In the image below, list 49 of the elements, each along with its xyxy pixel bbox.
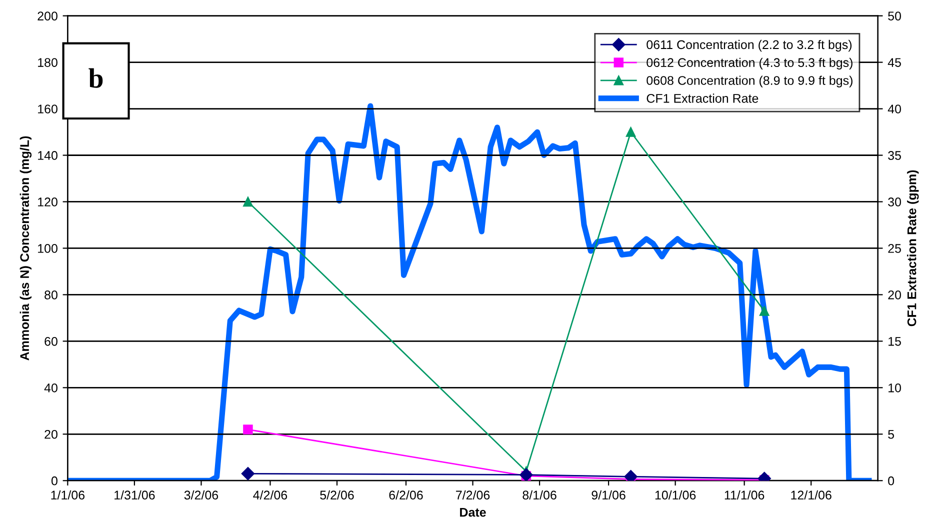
y-tick-label: 40 <box>44 383 58 392</box>
x-tick-label: 3/2/06 <box>184 490 218 500</box>
y2-tick-label: 35 <box>888 151 901 160</box>
y2-tick-label: 0 <box>888 476 894 486</box>
y-tick-label: 100 <box>38 244 58 253</box>
y-axis-title: Ammonia (as N) Concentration (mg/L) <box>20 136 32 360</box>
y2-tick-label: 25 <box>888 244 901 253</box>
y2-tick-label: 30 <box>888 198 902 206</box>
point <box>241 467 255 480</box>
x-tick-label: 8/1/06 <box>522 490 556 500</box>
y-tick-label: 0 <box>51 476 58 486</box>
y-tick-label: 160 <box>38 104 58 114</box>
y-tick-label: 120 <box>38 198 58 206</box>
y2-tick-label: 15 <box>888 337 901 346</box>
x-tick-label: 10/1/06 <box>655 490 696 500</box>
x-tick-label: 12/1/06 <box>791 490 832 500</box>
y2-tick-label: 50 <box>888 12 902 20</box>
y2-tick-label: 5 <box>888 430 894 439</box>
y2-tick-label: 20 <box>888 290 902 300</box>
x-tick-label: 9/1/06 <box>592 490 626 500</box>
point <box>520 468 533 481</box>
x-axis-title: Date <box>460 508 486 517</box>
y-tick-label: 80 <box>44 290 58 300</box>
point <box>624 470 638 481</box>
y2-axis-title: CF1 Extraction Rate (gpm) <box>907 170 919 326</box>
point <box>243 424 253 434</box>
point <box>759 306 770 316</box>
y2-tick-label: 40 <box>888 104 902 114</box>
y-tick-label: 200 <box>38 12 58 20</box>
legend-label: 0611 Concentration (2.2 to 3.2 ft bgs) <box>646 40 852 52</box>
y-tick-label: 180 <box>38 58 58 67</box>
x-tick-label: 4/2/06 <box>253 490 288 500</box>
legend-label: 0608 Concentration (8.9 to 9.9 ft bgs) <box>646 76 852 88</box>
y-tick-label: 20 <box>44 430 58 439</box>
legend-label: 0612 Concentration (4.3 to 5.3 ft bgs) <box>646 58 852 70</box>
x-tick-label: 1/31/06 <box>114 490 155 500</box>
x-tick-label: 1/1/06 <box>51 490 84 500</box>
x-tick-label: 7/2/06 <box>456 490 490 500</box>
annotation: b <box>88 68 103 88</box>
point <box>243 196 253 207</box>
x-tick-label: 5/2/06 <box>320 490 354 500</box>
y2-tick-label: 10 <box>888 383 902 392</box>
legend-label: CF1 Extraction Rate <box>646 94 758 103</box>
point <box>626 127 636 137</box>
y2-tick-label: 45 <box>888 58 901 67</box>
x-tick-label: 11/1/06 <box>724 490 764 500</box>
x-tick-label: 6/2/06 <box>389 490 423 500</box>
y-tick-label: 140 <box>38 151 58 160</box>
y-tick-label: 60 <box>44 336 58 346</box>
